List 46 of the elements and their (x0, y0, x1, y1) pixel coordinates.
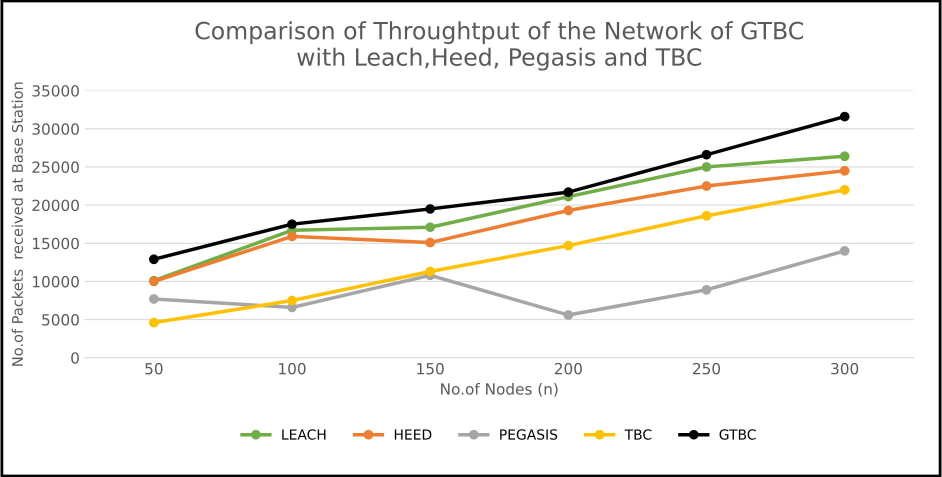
y-tick-label: 15000 (32, 238, 79, 250)
y-tick-label: 25000 (32, 161, 79, 173)
x-axis-title: No.of Nodes (n) (441, 382, 558, 397)
point (702, 210, 712, 221)
point (149, 318, 159, 328)
point (563, 240, 574, 250)
point (840, 166, 850, 176)
point (149, 294, 159, 304)
legend-label: GTBC (720, 429, 756, 440)
point (149, 254, 159, 264)
point (425, 204, 436, 214)
y-tick-label: 30000 (32, 123, 79, 135)
point (702, 150, 712, 160)
legend-label: HEED (394, 429, 432, 440)
x-tick-label: 100 (279, 362, 306, 374)
point (287, 296, 297, 306)
point (840, 151, 850, 162)
y-tick-label: 20000 (32, 200, 79, 212)
x-tick-label: 150 (417, 362, 444, 374)
point (425, 238, 436, 248)
y-tick-label: 35000 (32, 85, 79, 97)
point (425, 222, 436, 232)
x-tick-label: 300 (831, 362, 858, 374)
point (702, 162, 712, 172)
x-tick-label: 200 (554, 362, 582, 374)
point (563, 206, 574, 216)
point (840, 112, 850, 122)
y-axis-title: No.of Packets received at Base Station (12, 82, 23, 366)
x-tick-label: 50 (145, 362, 163, 374)
point (425, 266, 436, 276)
point (563, 187, 574, 197)
point (563, 310, 574, 320)
legend-label: PEGASIS (500, 429, 558, 440)
chart-title: Comparison of Throughtput of the Network of GTBC with Leach,Heed, Pegasis and TBC (196, 21, 804, 71)
point (840, 184, 850, 195)
point (840, 246, 850, 256)
x-tick-label: 250 (693, 362, 720, 374)
y-tick-label: 10000 (32, 276, 79, 288)
point (702, 181, 712, 191)
point (702, 284, 712, 295)
legend-label: LEACH (282, 429, 326, 440)
point (287, 232, 297, 242)
legend-label: TBC (624, 429, 652, 440)
point (287, 219, 297, 230)
y-tick-label: 5000 (42, 314, 79, 326)
y-tick-label: 0 (71, 352, 79, 364)
